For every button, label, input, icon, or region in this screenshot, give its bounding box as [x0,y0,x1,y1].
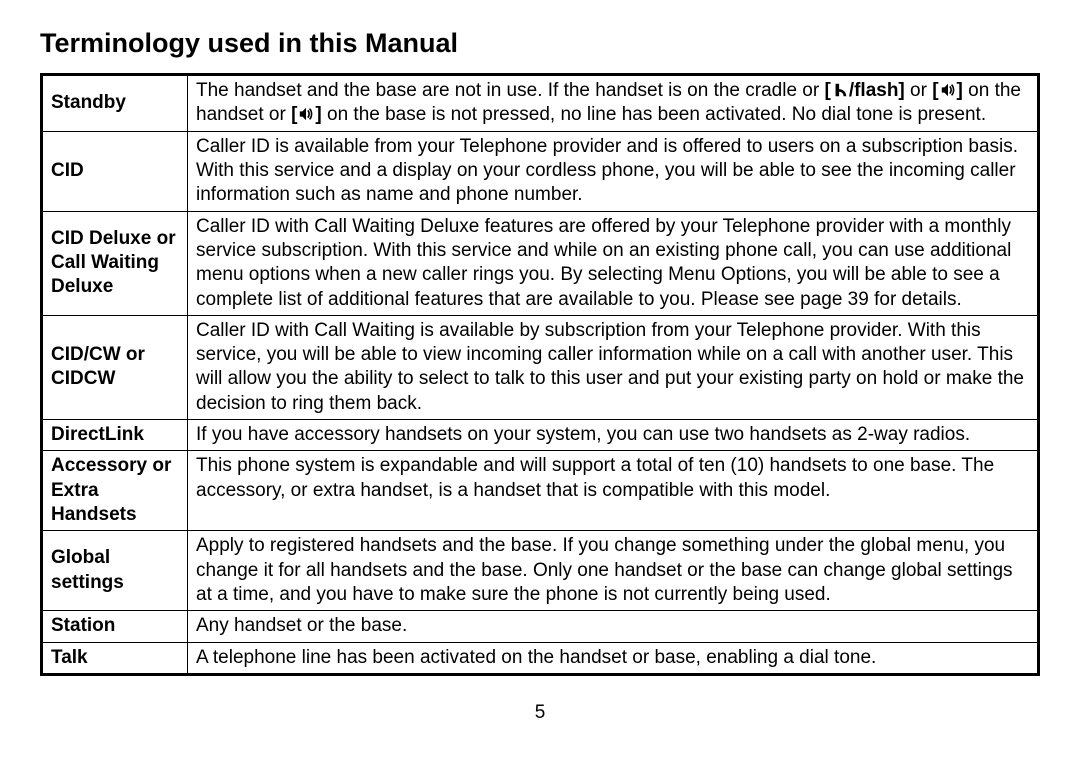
term-cell: Global settings [42,531,188,611]
table-row: StandbyThe handset and the base are not … [42,75,1039,132]
definition-cell: A telephone line has been activated on t… [188,642,1039,674]
table-row: CIDCaller ID is available from your Tele… [42,131,1039,211]
table-row: TalkA telephone line has been activated … [42,642,1039,674]
speaker-icon [298,106,314,122]
definition-cell: Caller ID is available from your Telepho… [188,131,1039,211]
term-cell: CID Deluxe or Call Waiting Deluxe [42,211,188,315]
table-row: StationAny handset or the base. [42,611,1039,642]
term-cell: Standby [42,75,188,132]
definition-cell: The handset and the base are not in use.… [188,75,1039,132]
term-cell: Accessory or Extra Handsets [42,451,188,531]
term-cell: Talk [42,642,188,674]
term-cell: CID/CW or CIDCW [42,315,188,419]
table-row: CID Deluxe or Call Waiting DeluxeCaller … [42,211,1039,315]
term-cell: CID [42,131,188,211]
definition-cell: If you have accessory handsets on your s… [188,420,1039,451]
table-row: DirectLinkIf you have accessory handsets… [42,420,1039,451]
table-row: CID/CW or CIDCWCaller ID with Call Waiti… [42,315,1039,419]
term-cell: DirectLink [42,420,188,451]
table-row: Accessory or Extra HandsetsThis phone sy… [42,451,1039,531]
term-cell: Station [42,611,188,642]
definition-cell: This phone system is expandable and will… [188,451,1039,531]
speaker-icon [940,82,956,98]
definition-cell: Any handset or the base. [188,611,1039,642]
definition-cell: Caller ID with Call Waiting Deluxe featu… [188,211,1039,315]
definition-cell: Caller ID with Call Waiting is available… [188,315,1039,419]
page-title: Terminology used in this Manual [40,28,1040,59]
table-row: Global settingsApply to registered hands… [42,531,1039,611]
talk-icon [832,82,848,98]
definition-cell: Apply to registered handsets and the bas… [188,531,1039,611]
terminology-table: StandbyThe handset and the base are not … [40,73,1040,676]
page-number: 5 [40,702,1040,724]
